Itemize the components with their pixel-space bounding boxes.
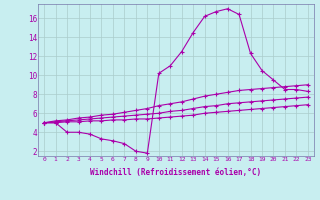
X-axis label: Windchill (Refroidissement éolien,°C): Windchill (Refroidissement éolien,°C) xyxy=(91,168,261,177)
